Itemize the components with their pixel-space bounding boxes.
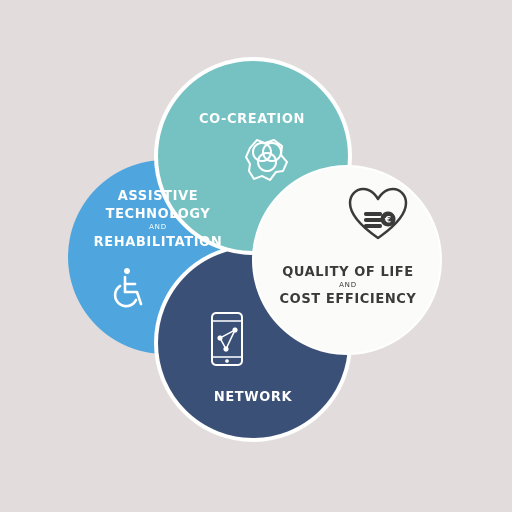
co-creation-label: CO-CREATION	[199, 112, 305, 127]
svg-text:€: €	[384, 216, 391, 226]
assistive-label-line2: TECHNOLOGY	[106, 207, 211, 222]
quality-of-life-circle	[252, 165, 442, 355]
smartphone-network-icon	[211, 312, 243, 366]
quality-label-line2: COST EFFICIENCY	[280, 292, 417, 307]
assistive-label-line1: ASSISTIVE	[118, 189, 198, 204]
assistive-label-line3: REHABILITATION	[94, 235, 223, 250]
heart-coins-euro-icon: €	[348, 187, 408, 240]
wheelchair-icon	[113, 268, 143, 308]
assistive-connector: AND	[149, 223, 167, 231]
quality-label-line1: QUALITY OF LIFE	[282, 265, 414, 280]
venn-puzzle-icon	[245, 139, 288, 181]
network-label: NETWORK	[214, 390, 293, 405]
quality-connector: AND	[339, 281, 357, 289]
